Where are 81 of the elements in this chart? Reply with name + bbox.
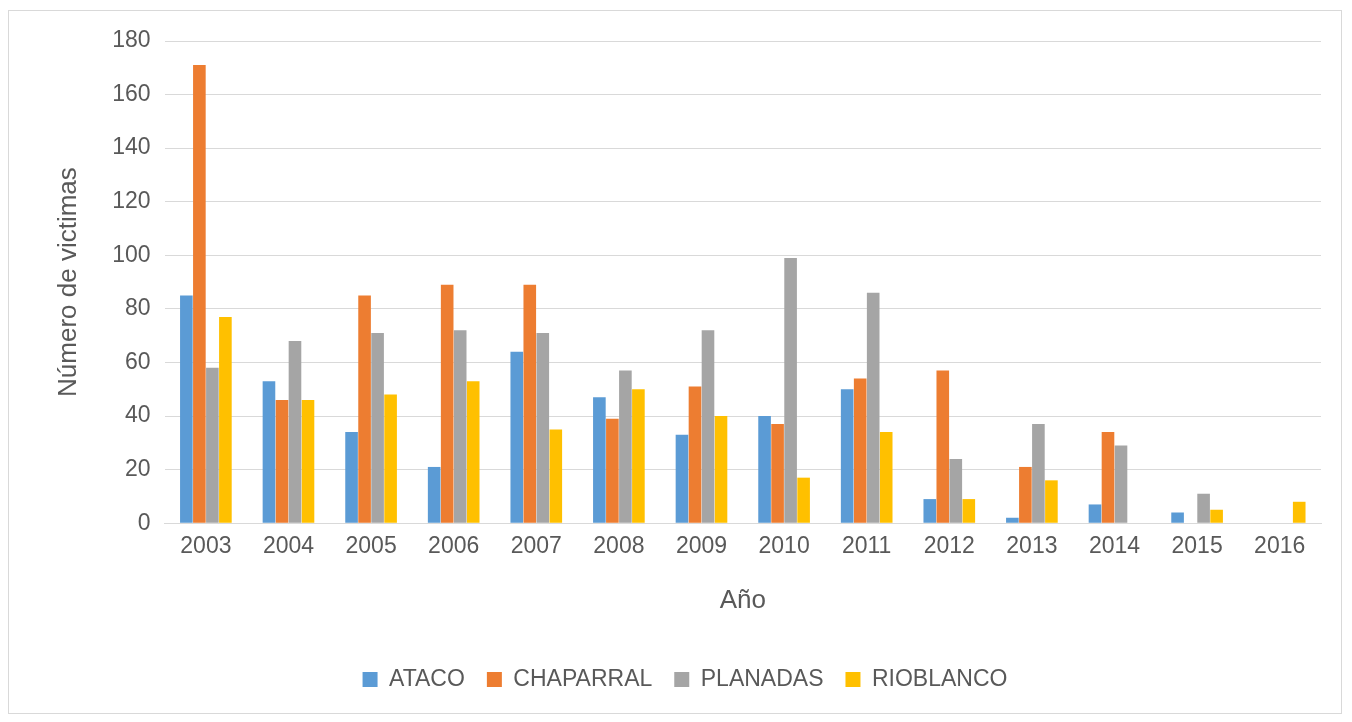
- x-tick-label: 2009: [675, 532, 728, 559]
- bar: [688, 386, 702, 523]
- x-tick-label: 2004: [262, 532, 315, 559]
- bar: [593, 397, 606, 523]
- y-tick-label: 180: [112, 26, 151, 53]
- bar: [510, 351, 524, 523]
- bar: [453, 330, 467, 523]
- bar: [1045, 480, 1058, 523]
- x-tick-label: 2012: [923, 532, 975, 559]
- bar: [1101, 432, 1115, 523]
- bar: [606, 418, 619, 523]
- x-tick-label: 2016: [1254, 532, 1306, 559]
- bar: [771, 424, 784, 523]
- bar: [866, 292, 880, 523]
- bar: [1006, 517, 1019, 523]
- bar: [962, 499, 976, 523]
- bar: [675, 434, 689, 523]
- y-tick-label: 40: [124, 401, 151, 428]
- bar: [371, 333, 384, 523]
- bar: [923, 499, 937, 523]
- bar: [1032, 424, 1045, 523]
- bar: [288, 341, 302, 523]
- bar: [840, 389, 854, 523]
- bar: [358, 295, 371, 523]
- bar: [549, 429, 563, 523]
- y-tick-label: 60: [124, 347, 151, 374]
- x-tick-label: 2010: [758, 532, 810, 559]
- bar: [1210, 509, 1223, 523]
- bar: [1171, 512, 1184, 523]
- bar: [301, 399, 315, 523]
- x-tick-label: 2005: [345, 532, 397, 559]
- x-tick-label: 2006: [428, 532, 480, 559]
- y-tick-label: 160: [112, 79, 151, 106]
- x-tick-label: 2013: [1006, 532, 1058, 559]
- bar: [714, 416, 728, 523]
- bar: [879, 432, 893, 523]
- bar: [853, 378, 867, 523]
- y-tick-label: 20: [124, 454, 151, 481]
- x-axis-title: Año: [719, 583, 766, 614]
- bar: [427, 466, 441, 523]
- bar: [206, 367, 219, 523]
- bar: [936, 370, 950, 523]
- legend-label: CHAPARRAL: [513, 664, 653, 691]
- bar: [701, 330, 715, 523]
- bar: [1088, 504, 1102, 523]
- x-tick-label: 2011: [841, 532, 892, 559]
- bar: [440, 284, 454, 523]
- bar: [180, 295, 193, 523]
- bar: [262, 381, 276, 523]
- y-axis-title: Número de victimas: [51, 167, 82, 397]
- y-tick-label: 120: [112, 187, 151, 214]
- bar: [784, 257, 797, 523]
- x-tick-label: 2008: [593, 532, 645, 559]
- bar: [632, 389, 645, 523]
- bar: [523, 284, 537, 523]
- y-tick-label: 140: [112, 133, 151, 160]
- bar: [193, 65, 206, 523]
- bar: [384, 394, 397, 523]
- bar: [949, 458, 963, 523]
- y-tick-label: 0: [137, 508, 151, 535]
- legend-label: ATACO: [389, 664, 465, 691]
- bar: [536, 333, 550, 523]
- x-tick-label: 2007: [510, 532, 562, 559]
- bar: [619, 370, 632, 523]
- y-tick-label: 80: [124, 294, 151, 321]
- x-tick-label: 2014: [1088, 532, 1141, 559]
- x-tick-label: 2015: [1171, 532, 1223, 559]
- x-tick-label: 2003: [180, 532, 232, 559]
- bar: [1292, 501, 1306, 523]
- bar: [219, 316, 232, 523]
- bar: [1019, 466, 1032, 523]
- bar: [1197, 493, 1210, 523]
- bar: [797, 477, 810, 523]
- bar: [345, 432, 358, 523]
- legend-label: RIOBLANCO: [871, 664, 1008, 691]
- bar: [275, 399, 289, 523]
- legend-label: PLANADAS: [700, 664, 824, 691]
- bar: [466, 381, 480, 523]
- y-tick-label: 100: [112, 240, 151, 267]
- bar: [1114, 445, 1128, 523]
- bar: [758, 416, 771, 523]
